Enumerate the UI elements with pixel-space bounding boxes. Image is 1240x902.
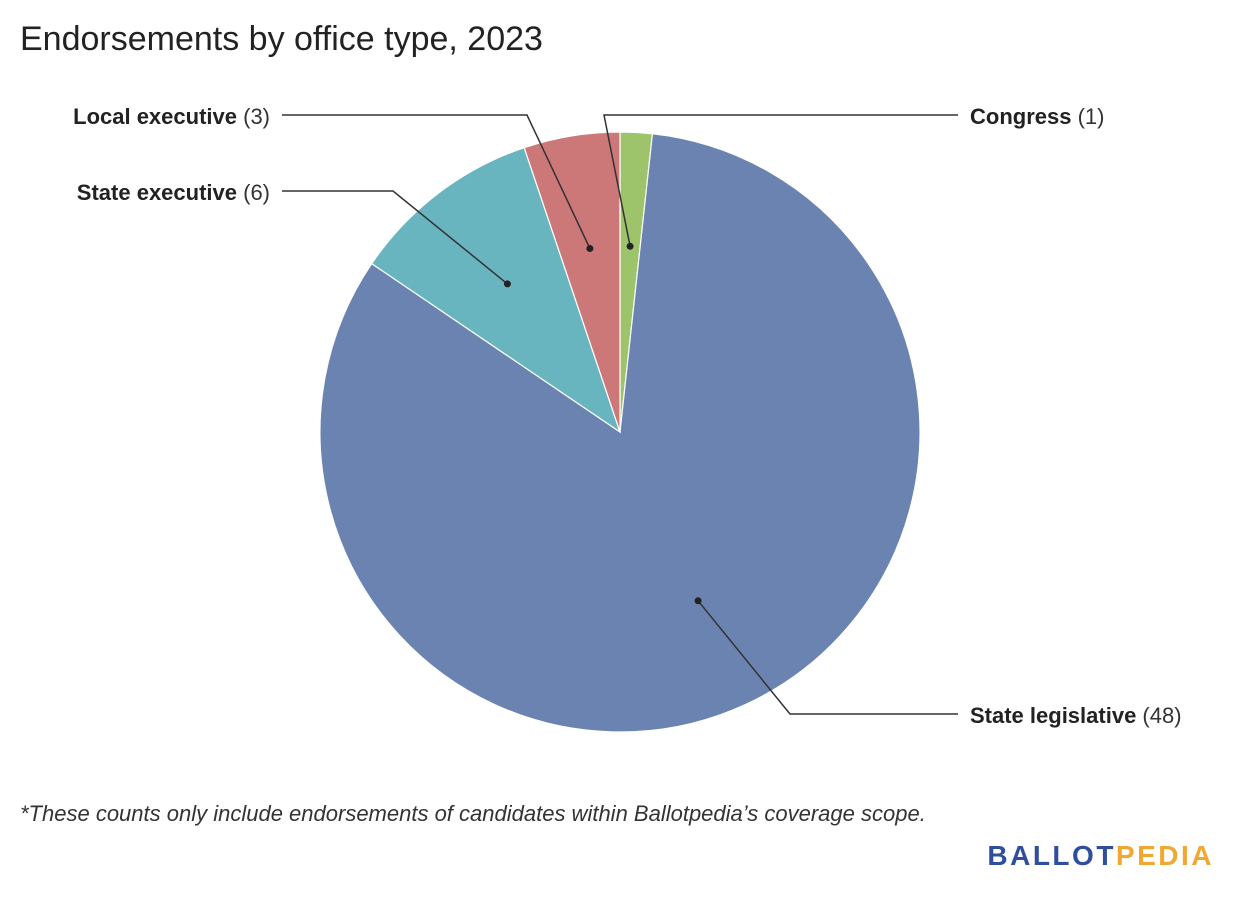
leader-dot [503, 280, 511, 288]
leader-line [697, 600, 958, 715]
chart-title: Endorsements by office type, 2023 [20, 20, 543, 58]
footnote: *These counts only include endorsements … [20, 801, 926, 826]
slice-label-name: State legislative [970, 703, 1136, 728]
ballotpedia-logo: BALLOTPEDIA [987, 840, 1214, 872]
leader-dot [626, 242, 634, 250]
slice-label-value: (48) [1136, 703, 1181, 728]
slice-label: State executive (6) [77, 180, 270, 205]
slice-label-value: (6) [237, 180, 270, 205]
leader-line [282, 114, 591, 249]
logo-part-pedia: PEDIA [1115, 840, 1214, 871]
leader-line [603, 114, 958, 247]
pie-slice-state-legislative [319, 133, 921, 733]
logo-part-ballot: BALLOT [987, 840, 1116, 871]
pie-slice-local-executive [523, 131, 621, 433]
leader-lines [282, 114, 958, 715]
leader-dot [586, 245, 594, 252]
slice-label-name: Local executive [73, 104, 237, 129]
leader-line [282, 190, 508, 285]
slice-label: Local executive (3) [73, 104, 270, 129]
pie-slices [319, 131, 921, 733]
leader-dot [694, 597, 702, 605]
slice-label-value: (3) [237, 104, 270, 129]
slice-label: State legislative (48) [970, 703, 1182, 728]
pie-slice-state-executive [370, 146, 622, 434]
slice-label-name: Congress [970, 104, 1071, 129]
slice-label-value: (1) [1071, 104, 1104, 129]
pie-chart: Congress (1)State legislative (48)State … [73, 104, 1182, 733]
slice-label: Congress (1) [970, 104, 1104, 129]
slice-labels: Congress (1)State legislative (48)State … [73, 104, 1181, 728]
slice-label-name: State executive [77, 180, 237, 205]
